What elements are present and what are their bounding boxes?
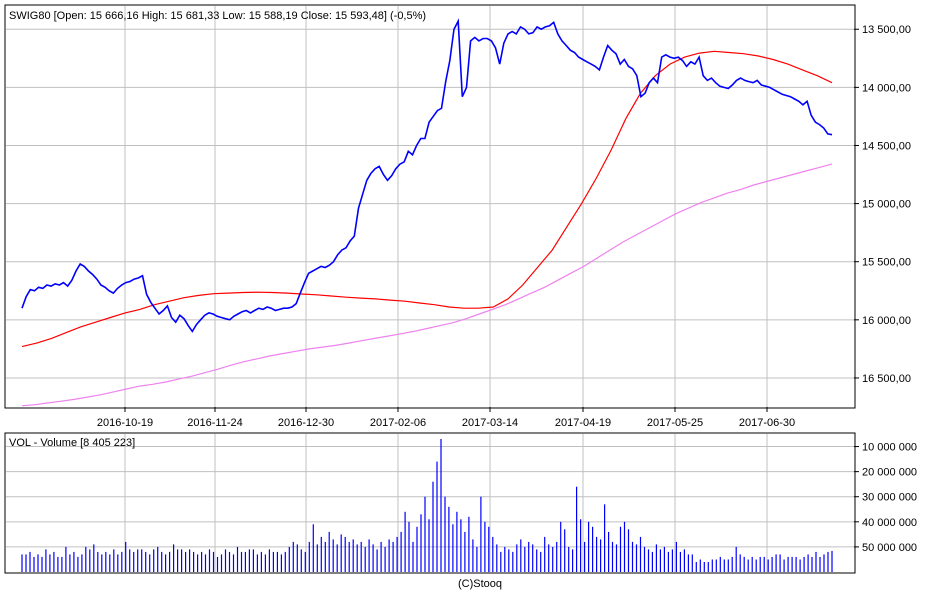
volume-y-axis: 50 000 000 40 000 000 30 000 000 20 000 000… bbox=[854, 442, 917, 554]
moving-average-short-line bbox=[21, 50, 833, 348]
price-panel-frame bbox=[4, 4, 856, 409]
price-line bbox=[21, 18, 833, 333]
price-x-tick-label: 2016-10-19 bbox=[97, 417, 153, 429]
price-gridlines bbox=[6, 6, 854, 407]
price-y-axis: 16 500,00 16 000,00 15 500,00 15 000,00 14 5… bbox=[854, 24, 911, 385]
price-y-tick-label: 15 500,00 bbox=[862, 257, 911, 269]
volume-panel-header: VOL - Volume [8 405 223] bbox=[9, 437, 135, 449]
price-y-tick-label: 16 000,00 bbox=[862, 315, 911, 327]
price-x-tick-label: 2017-04-19 bbox=[555, 417, 611, 429]
volume-y-tick-label: 20 000 000 bbox=[862, 467, 917, 479]
volume-bars bbox=[21, 439, 833, 572]
price-x-tick-label: 2017-03-14 bbox=[462, 417, 518, 429]
price-y-tick-label: 15 000,00 bbox=[862, 199, 911, 211]
volume-y-tick-label: 40 000 000 bbox=[862, 517, 917, 529]
price-x-tick-label: 2017-06-30 bbox=[739, 417, 795, 429]
price-panel-header: SWIG80 [Open: 15 666,16 High: 15 681,33 … bbox=[9, 10, 426, 22]
volume-y-tick-label: 50 000 000 bbox=[862, 542, 917, 554]
volume-y-tick-label: 30 000 000 bbox=[862, 492, 917, 504]
footer-copyright: (C)Stooq bbox=[458, 578, 502, 590]
volume-y-tick-label: 10 000 000 bbox=[862, 442, 917, 454]
price-x-tick-label: 2017-02-06 bbox=[370, 417, 426, 429]
moving-average-long-line bbox=[21, 163, 833, 407]
price-y-tick-label: 14 000,00 bbox=[862, 82, 911, 94]
volume-gridlines bbox=[6, 434, 854, 572]
price-y-tick-label: 13 500,00 bbox=[862, 24, 911, 36]
price-x-tick-label: 2016-12-30 bbox=[278, 417, 334, 429]
volume-panel-frame bbox=[4, 432, 856, 574]
price-y-tick-label: 16 500,00 bbox=[862, 373, 911, 385]
price-x-tick-label: 2016-11-24 bbox=[187, 417, 242, 429]
price-y-tick-label: 14 500,00 bbox=[862, 140, 911, 152]
price-x-axis: 2016-10-19 2016-11-24 2016-12-30 2017-02-06… bbox=[97, 407, 795, 429]
price-series-group bbox=[21, 18, 833, 407]
price-x-tick-label: 2017-05-25 bbox=[647, 417, 703, 429]
